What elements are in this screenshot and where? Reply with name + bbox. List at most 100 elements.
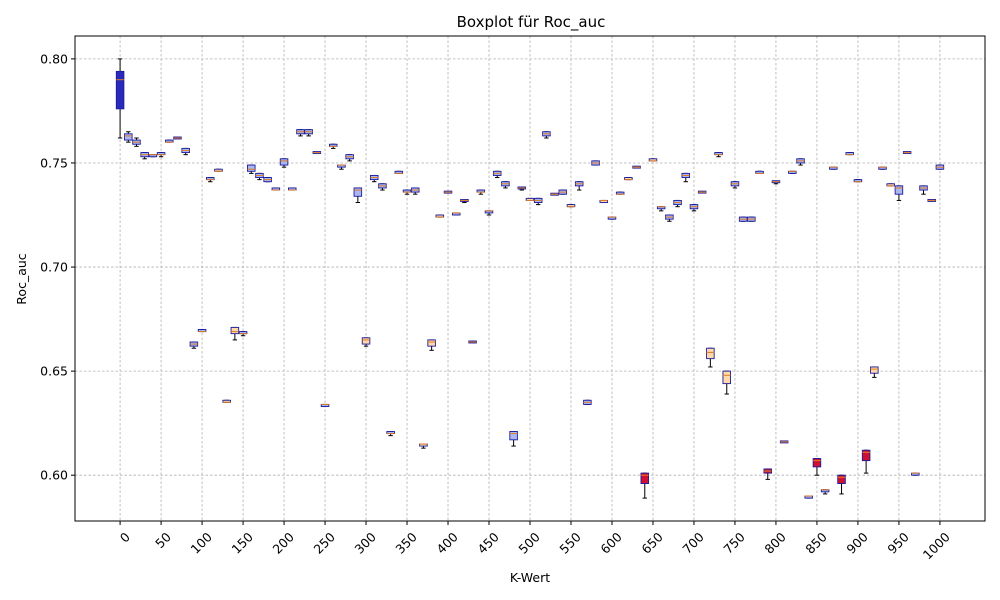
box-k-30: [140, 152, 149, 160]
box-body: [247, 164, 256, 172]
box-k-20: [132, 137, 141, 147]
box-k-630: [632, 165, 641, 169]
box-k-330: [386, 430, 395, 437]
box-k-660: [656, 206, 666, 212]
box-k-230: [304, 129, 313, 137]
box-k-730: [714, 152, 723, 158]
box-k-490: [517, 186, 527, 191]
box-k-900: [853, 179, 863, 183]
box-k-110: [206, 177, 215, 183]
y-axis-label: Roc_auc: [14, 253, 29, 304]
box-k-210: [288, 187, 297, 191]
box-body: [353, 187, 363, 197]
x-tick-label: 650: [638, 529, 666, 557]
x-tick-label: 750: [720, 529, 748, 557]
box-k-720: [706, 347, 715, 368]
box-k-870: [829, 166, 838, 170]
box-k-850: [812, 458, 822, 476]
box-k-540: [558, 189, 568, 195]
x-axis-label: K-Wert: [510, 570, 550, 585]
box-body: [230, 326, 240, 335]
box-k-470: [501, 181, 510, 189]
x-tick-label: 400: [433, 529, 461, 557]
x-tick-label: 200: [269, 529, 297, 557]
box-k-250: [320, 403, 330, 408]
box-body: [124, 133, 133, 141]
box-body: [509, 431, 518, 441]
box-k-290: [353, 187, 363, 204]
box-k-750: [730, 181, 740, 189]
box-k-860: [820, 489, 830, 495]
box-k-570: [583, 399, 592, 405]
box-k-280: [345, 154, 354, 162]
box-k-140: [230, 326, 240, 341]
box-k-590: [599, 199, 609, 204]
y-tick-label: 0.70: [40, 260, 68, 275]
box-k-800: [771, 180, 781, 185]
box-body: [837, 474, 846, 484]
box-k-60: [165, 139, 174, 143]
x-tick-label: 950: [884, 529, 912, 557]
box-k-990: [927, 198, 936, 202]
box-k-220: [296, 129, 305, 137]
box-k-690: [681, 172, 691, 183]
box-body: [640, 472, 650, 484]
y-tick-label: 0.60: [40, 468, 68, 483]
box-k-40: [148, 154, 158, 158]
box-k-410: [451, 212, 461, 216]
box-body: [861, 449, 871, 462]
x-tick-label: 250: [310, 529, 338, 557]
box-k-790: [763, 468, 772, 480]
x-tick-label: 150: [228, 529, 256, 557]
box-k-880: [837, 474, 846, 495]
box-body: [115, 70, 125, 110]
box-k-50: [156, 152, 166, 158]
box-k-820: [788, 170, 797, 174]
box-k-460: [492, 170, 502, 179]
box-k-620: [624, 177, 633, 181]
x-tick-label: 100: [187, 529, 215, 557]
box-k-370: [419, 443, 428, 449]
box-body: [870, 366, 879, 374]
box-k-190: [271, 187, 281, 191]
x-tick-label: 900: [843, 529, 871, 557]
box-k-340: [394, 170, 404, 174]
box-k-840: [804, 495, 813, 499]
box-k-650: [648, 158, 658, 162]
box-k-400: [443, 190, 453, 194]
box-k-610: [615, 191, 625, 195]
box-body: [812, 458, 822, 468]
box-k-500: [525, 197, 535, 201]
x-tick-label: 500: [515, 529, 543, 557]
x-tick-label: 550: [556, 529, 584, 557]
y-tick-label: 0.75: [40, 155, 68, 170]
x-tick-label: 0: [117, 529, 133, 545]
box-k-560: [574, 181, 584, 191]
box-body: [427, 339, 436, 347]
box-k-830: [796, 158, 805, 166]
box-k-600: [607, 216, 617, 220]
box-k-780: [755, 170, 764, 174]
box-k-380: [427, 339, 436, 351]
y-tick-label: 0.80: [40, 51, 68, 66]
x-tick-label: 600: [597, 529, 625, 557]
box-k-640: [640, 472, 650, 499]
box-k-940: [886, 183, 895, 187]
box-k-930: [878, 166, 887, 170]
box-k-700: [689, 204, 699, 212]
box-k-450: [484, 210, 494, 216]
box-k-160: [247, 164, 256, 174]
box-k-950: [894, 185, 904, 201]
box-k-90: [189, 341, 199, 349]
grid: [75, 36, 985, 521]
chart-title: Boxplot für Roc_auc: [457, 13, 606, 32]
box-k-80: [181, 147, 190, 156]
box-body: [722, 370, 732, 385]
box-k-440: [476, 189, 486, 195]
x-tick-label: 700: [679, 529, 707, 557]
box-body: [894, 185, 904, 195]
box-body: [706, 347, 715, 360]
box-k-960: [902, 151, 912, 155]
box-k-710: [697, 190, 707, 194]
box-k-350: [402, 189, 412, 195]
